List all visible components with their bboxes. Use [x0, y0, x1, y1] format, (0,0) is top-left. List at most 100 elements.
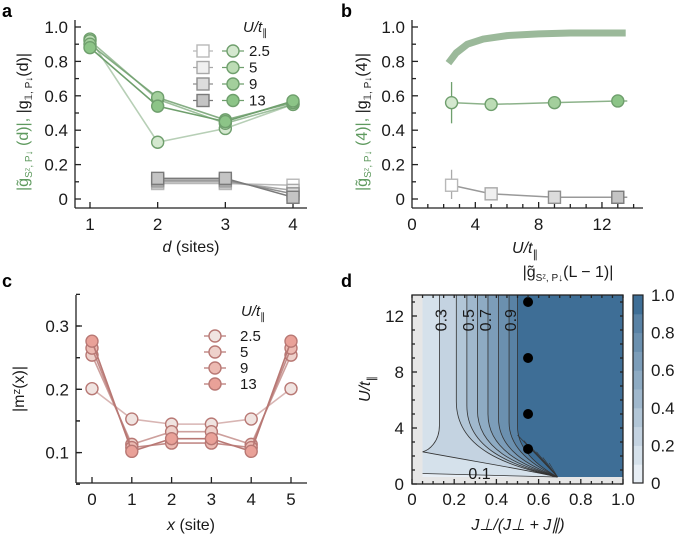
panel-c-ytick-label: 0.1 — [45, 444, 69, 463]
contour-line — [422, 473, 558, 478]
contour-line — [487, 295, 558, 478]
colorbar-tick-label: 0.4 — [651, 399, 675, 418]
panel-b-ytick-label: 1.0 — [381, 18, 405, 37]
contour-line — [548, 462, 558, 478]
panel-b-ytick-label: 0 — [396, 190, 405, 209]
panel-a-xtick-label: 2 — [153, 215, 162, 234]
panel-c-xtick-label: 4 — [246, 490, 255, 509]
panel-b-square-point — [484, 187, 498, 201]
panel-c-series-line — [91, 388, 292, 425]
panel-b-ytick-label: 0.8 — [381, 52, 405, 71]
panel-a-legend-label: 2.5 — [249, 43, 270, 60]
contour-label: 0.9 — [503, 309, 520, 331]
panel-c-legend-label: 2.5 — [240, 328, 261, 345]
colorbar-band — [633, 464, 643, 484]
panel-b-ylabel: |g̃Sᶻ, P↓ (4)|, |g𝟙, P↓(4)| — [354, 53, 374, 191]
panel-a-square-point — [218, 171, 233, 186]
legend-square-marker — [196, 93, 210, 108]
panel-b-ytick-label: 0.4 — [381, 121, 405, 140]
contour-label: 0.1 — [468, 466, 490, 483]
panel-a-legend-title: U/t∥ — [243, 19, 267, 39]
colorbar-band — [633, 389, 643, 409]
heatmap-band — [517, 295, 623, 477]
panel-b-circle-line — [451, 100, 628, 106]
colorbar-tick-label: 0.6 — [651, 361, 675, 380]
legend-marker — [208, 329, 222, 343]
panel-b-circle-point — [611, 94, 625, 108]
panel-a-circle-series-line — [89, 47, 294, 123]
experiment-point — [523, 353, 534, 363]
colorbar-label: |g̃Sᶻ, P↓(L − 1)| — [523, 264, 614, 284]
contour-line — [466, 295, 558, 478]
panel-c-xtick-label: 3 — [207, 490, 216, 509]
panel-a-ytick-label: 0.8 — [44, 52, 68, 71]
legend-circle-marker — [226, 44, 240, 58]
panel-a-legend-label: 13 — [249, 93, 266, 110]
legend-square-marker — [196, 44, 210, 58]
colorbar-tick-label: 0.8 — [651, 324, 675, 343]
colorbar-tick-label: 0 — [651, 474, 660, 493]
panel-d-xtick-label: 0.6 — [527, 490, 551, 509]
panel-c-point — [125, 412, 139, 426]
panel-b-circle-point — [444, 95, 459, 110]
panel-c-ytick-label: 0.2 — [45, 380, 69, 399]
panel-a-ytick-label: 0 — [59, 190, 68, 209]
colorbar-band — [633, 313, 643, 334]
legend-marker — [208, 361, 222, 375]
panel-b-xtick-label: 8 — [534, 215, 543, 234]
colorbar-frame — [632, 294, 644, 484]
colorbar-tick-label: 0.2 — [651, 436, 675, 455]
panel-a-ytick-label: 0.4 — [44, 121, 68, 140]
panel-a-xlabel: d (sites) — [163, 239, 220, 256]
panel-d-xtick-label: 0 — [407, 490, 416, 509]
experiment-point — [523, 409, 534, 419]
panel-b-xlabel: U/t∥ — [512, 240, 538, 261]
colorbar-band — [633, 295, 643, 315]
legend-circle-marker — [226, 77, 240, 91]
panel-c-legend-label: 13 — [240, 376, 257, 393]
panel-d-ylabel: U/t∥ — [357, 376, 378, 402]
colorbar-band — [633, 426, 643, 446]
contour-line — [455, 295, 558, 478]
panel-label-a: a — [2, 1, 13, 21]
legend-square-marker — [196, 60, 210, 75]
panel-c-xtick-label: 5 — [286, 490, 295, 509]
contour-label: 0.5 — [461, 309, 478, 331]
panel-b-ytick-label: 0.6 — [381, 87, 405, 106]
panel-d-xtick-label: 0.2 — [442, 490, 466, 509]
panel-b-xtick-label: 0 — [407, 215, 416, 234]
panel-d-xtick-label: 0.4 — [485, 490, 509, 509]
contour-line — [477, 295, 558, 478]
panel-label-d: d — [341, 271, 352, 291]
panel-d-ytick-label: 8 — [395, 363, 404, 382]
legend-marker — [208, 377, 222, 391]
panel-c-point — [125, 444, 139, 459]
panel-c-point — [204, 431, 219, 446]
panel-c-xtick-label: 1 — [127, 490, 136, 509]
panel-b-theory-curve — [445, 29, 626, 66]
panel-b-square-point — [611, 190, 625, 204]
colorbar-band — [633, 445, 643, 465]
panel-a-xtick-label: 1 — [85, 215, 94, 234]
contour-label: 0.3 — [434, 309, 451, 331]
panel-c-legend-label: 5 — [240, 344, 248, 361]
panel-c-ytick-label: 0.3 — [45, 317, 69, 336]
panel-d-xlabel: J⊥/(J⊥ + J∥) — [470, 517, 564, 534]
panel-label-c: c — [2, 271, 12, 291]
panel-a-circle-point — [150, 99, 165, 113]
panel-b-ytick-label: 0.2 — [381, 156, 405, 175]
contour-line — [498, 295, 558, 478]
contour-line — [508, 295, 558, 478]
panel-b-square-line — [451, 184, 628, 199]
panel-b-square-point — [444, 178, 459, 192]
panel-d-ytick-label: 0 — [395, 475, 404, 494]
panel-a-square-point — [286, 190, 300, 204]
panel-c-point — [244, 444, 258, 459]
panel-a-square-point — [150, 171, 165, 186]
panel-b-xtick-label: 4 — [471, 215, 480, 234]
panel-b-square-point — [547, 190, 562, 204]
panel-c-xtick-label: 0 — [87, 490, 96, 509]
panel-a-circle-series-line — [89, 38, 294, 144]
panel-label-b: b — [341, 1, 352, 21]
